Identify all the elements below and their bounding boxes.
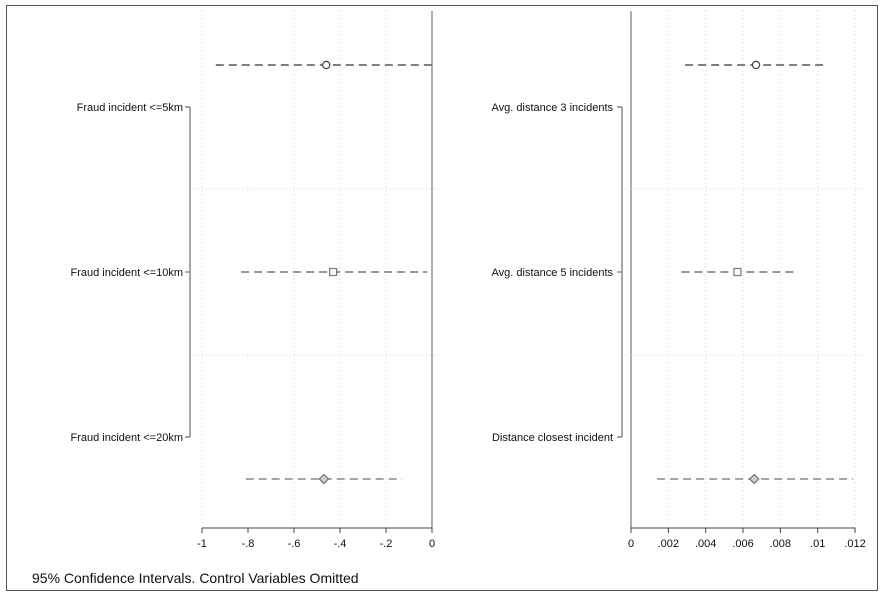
point-estimate-circle xyxy=(322,60,331,70)
coefficient-charts: -1 -.8 -.6 -.4 -.2 0 Fraud incident <=5km Fraud… xyxy=(70,11,867,550)
x-tick-label: 0 xyxy=(429,538,435,550)
x-tick-label: -.4 xyxy=(334,538,347,550)
x-tick-label: 0 xyxy=(628,538,634,550)
category-label: Avg. distance 3 incidents xyxy=(492,102,614,114)
point-estimate-square xyxy=(329,267,338,277)
point-estimate-square xyxy=(733,267,742,277)
point-estimate-diamond xyxy=(748,473,760,485)
x-tick-label: .006 xyxy=(732,538,753,550)
category-label: Fraud incident <=20km xyxy=(70,432,183,444)
x-tick-label: .004 xyxy=(695,538,716,550)
figure-caption: 95% Confidence Intervals. Control Variab… xyxy=(32,570,359,586)
point-estimate-circle xyxy=(751,60,761,70)
category-label: Fraud incident <=5km xyxy=(77,102,183,114)
x-tick-label: -1 xyxy=(197,538,207,550)
category-label: Fraud incident <=10km xyxy=(70,267,183,279)
x-tick-label: -.8 xyxy=(242,538,255,550)
point-estimate-diamond xyxy=(318,473,330,485)
x-tick-label: .01 xyxy=(810,538,825,550)
x-tick-label: .012 xyxy=(844,538,865,550)
x-tick-label: -.6 xyxy=(288,538,301,550)
category-label: Avg. distance 5 incidents xyxy=(492,267,614,279)
x-tick-label: .008 xyxy=(770,538,791,550)
figure-frame: -1 -.8 -.6 -.4 -.2 0 Fraud incident <=5km Fraud… xyxy=(6,5,878,591)
x-tick-label: .002 xyxy=(658,538,679,550)
category-label: Distance closest incident xyxy=(492,432,613,444)
x-tick-label: -.2 xyxy=(380,538,393,550)
